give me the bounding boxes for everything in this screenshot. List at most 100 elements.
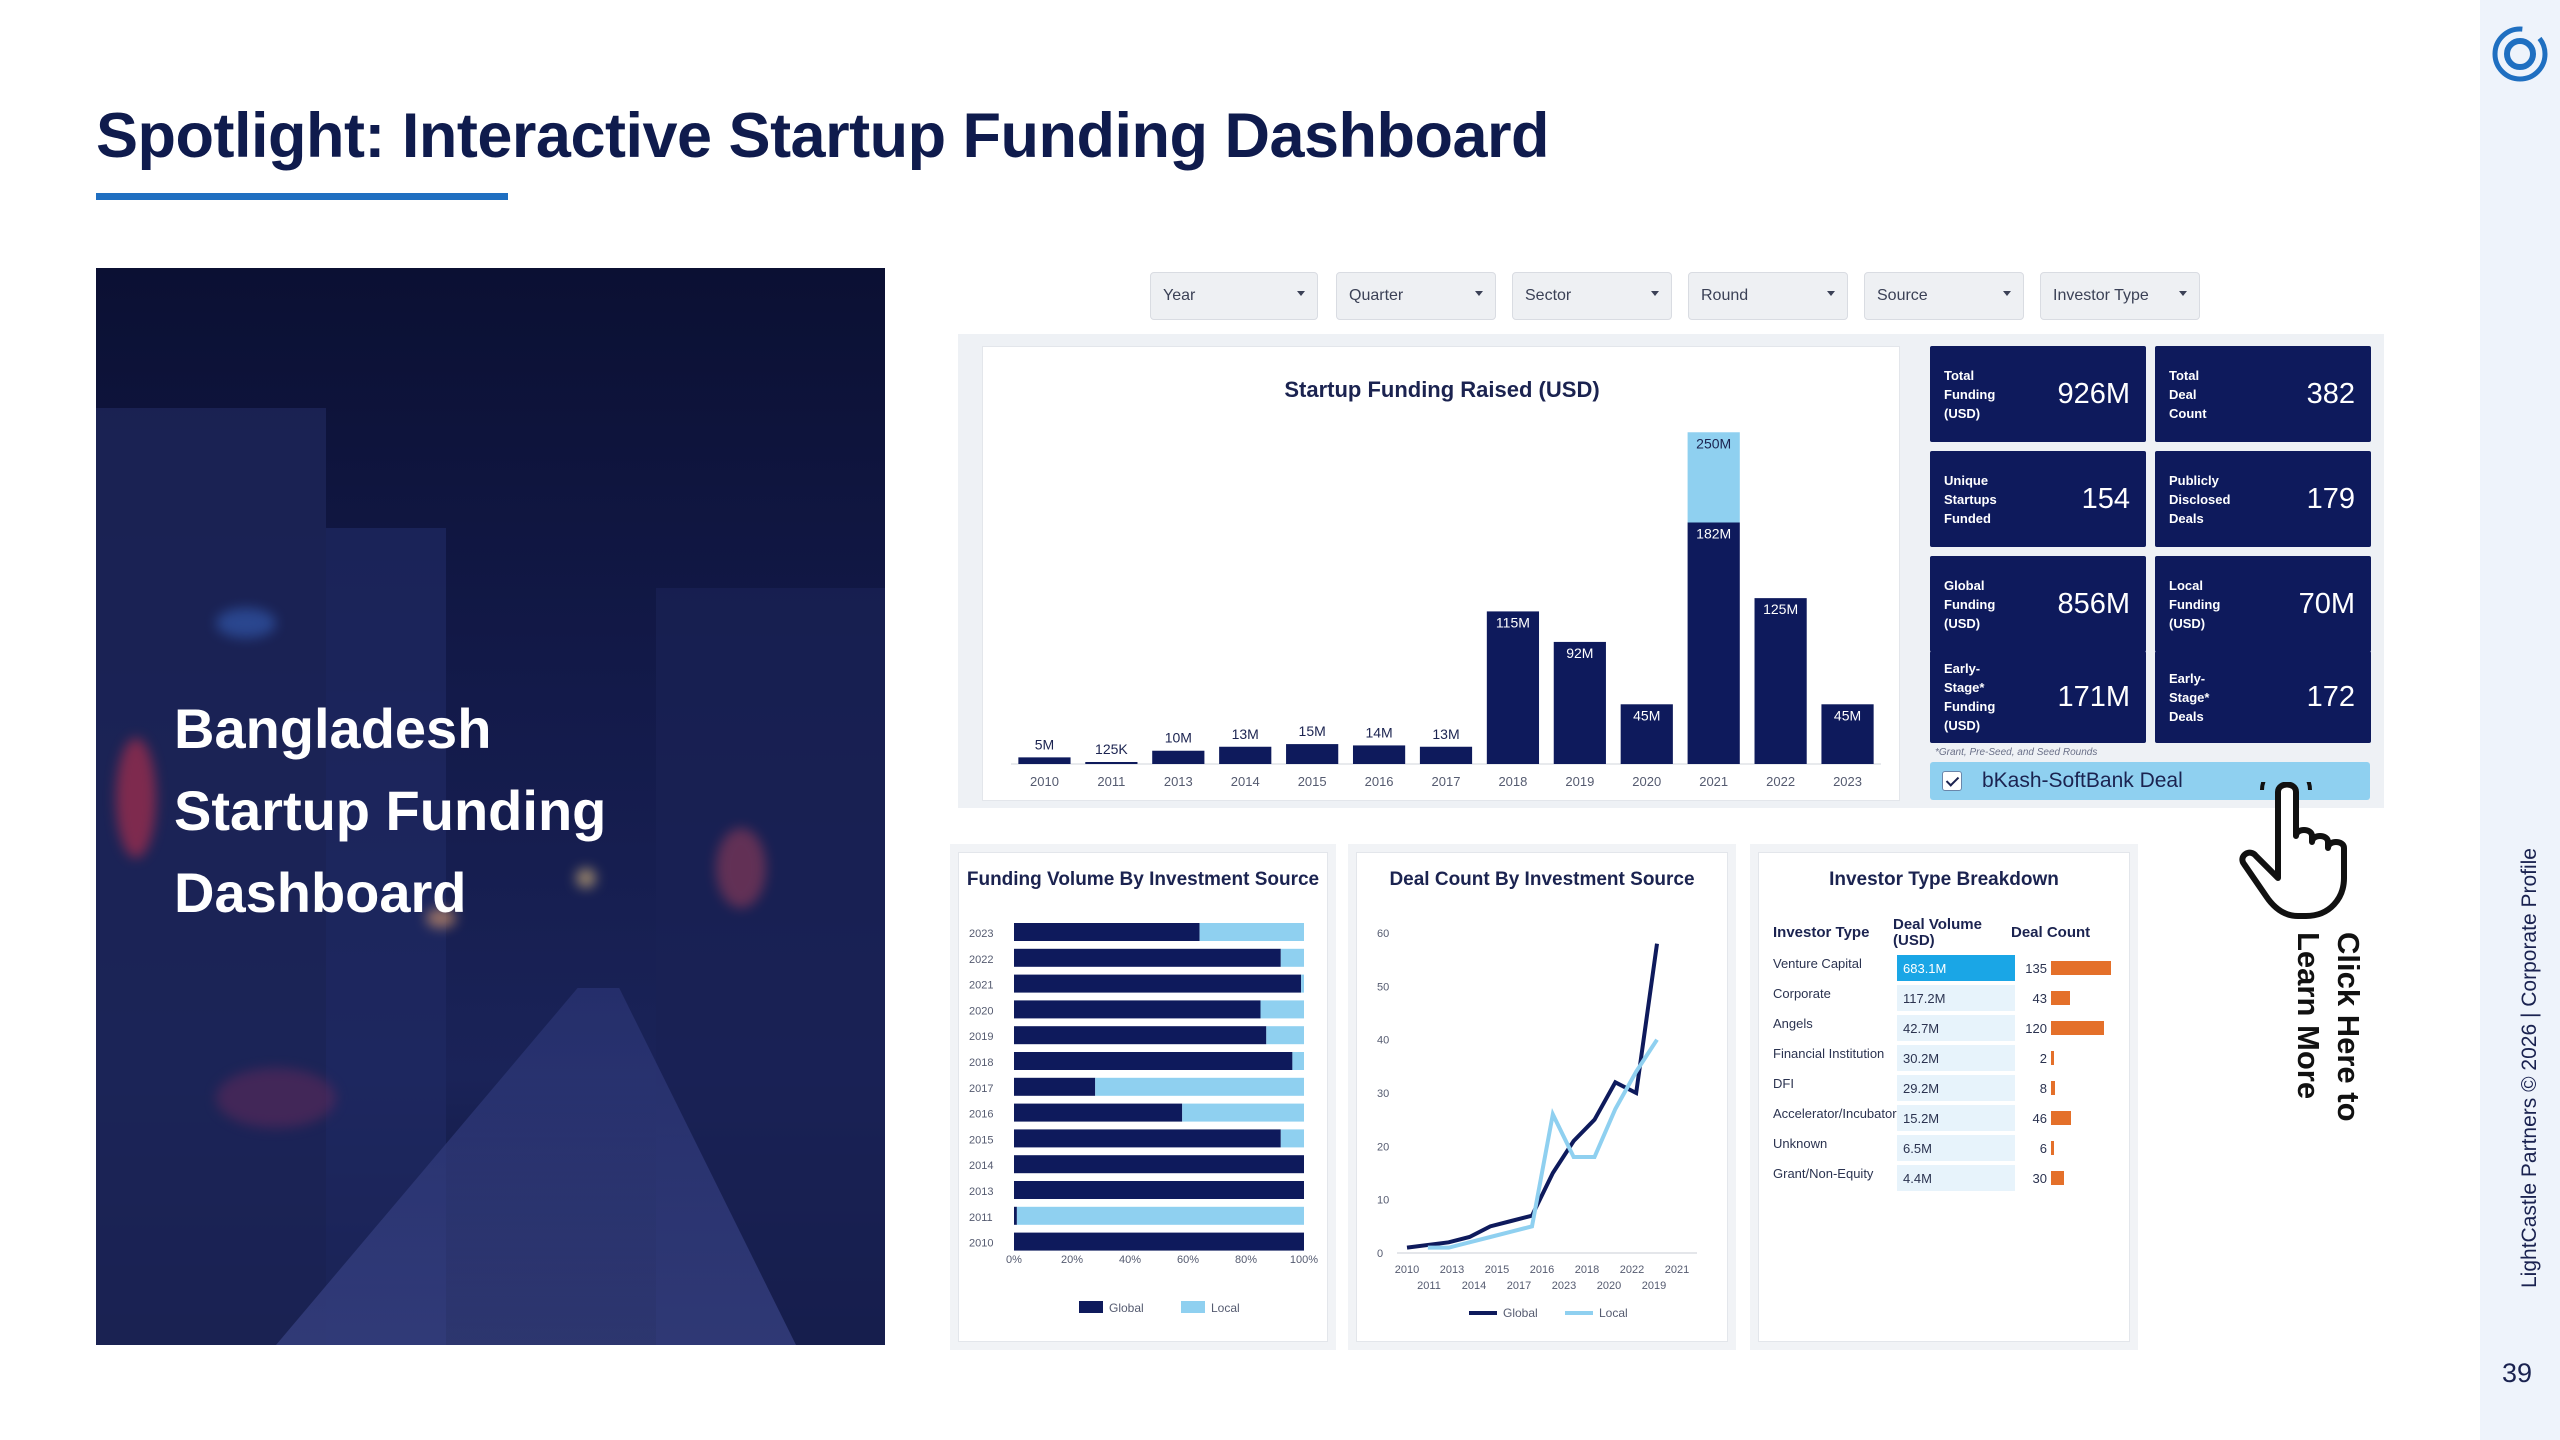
column-header[interactable]: Investor Type bbox=[1773, 924, 1870, 941]
x-tick-label: 2019 bbox=[1565, 774, 1594, 789]
count-bar bbox=[2051, 1081, 2055, 1095]
investor-type-card: Investor Type Breakdown Investor Type De… bbox=[1758, 852, 2130, 1342]
bar-local bbox=[1266, 1026, 1304, 1045]
stack-total-label: 250M bbox=[1696, 435, 1731, 451]
bar-global bbox=[1014, 923, 1200, 941]
table-row[interactable]: Venture Capital 683.1M 135 bbox=[1773, 955, 2113, 985]
table-row[interactable]: Corporate 117.2M 43 bbox=[1773, 985, 2113, 1015]
bar-global bbox=[1014, 1181, 1304, 1199]
table-row[interactable]: Unknown 6.5M 6 bbox=[1773, 1135, 2113, 1165]
x-tick-label: 2016 bbox=[1530, 1264, 1554, 1276]
kpi-tile: Total Deal Count 382 bbox=[2155, 346, 2371, 442]
chart-title: Startup Funding Raised (USD) bbox=[1284, 377, 1600, 402]
bar-local bbox=[1095, 1077, 1304, 1096]
funding-bar-chart: 5M 2010 125K 2011 10M 2013 13M 2014 15M 2015 14M 20… bbox=[1011, 432, 1881, 789]
bar-local bbox=[1280, 948, 1304, 967]
filter-round[interactable]: Round bbox=[1688, 272, 1848, 320]
table-row[interactable]: Grant/Non-Equity 4.4M 30 bbox=[1773, 1165, 2113, 1195]
x-tick-label: 2013 bbox=[1164, 774, 1193, 789]
table-row[interactable]: DFI 29.2M 8 bbox=[1773, 1075, 2113, 1105]
kpi-value: 172 bbox=[2306, 680, 2355, 713]
count-bar bbox=[2051, 961, 2111, 975]
data-label: 13M bbox=[1232, 726, 1259, 742]
y-tick-label: 2018 bbox=[969, 1057, 993, 1069]
filter-label: Sector bbox=[1525, 287, 1572, 304]
x-tick-label: 2018 bbox=[1575, 1264, 1599, 1276]
count-value: 8 bbox=[2039, 1081, 2047, 1096]
checkbox-checked-icon[interactable] bbox=[1942, 771, 1962, 791]
bar bbox=[1821, 704, 1874, 764]
series-line bbox=[1406, 943, 1659, 1250]
legend-label: Local bbox=[1599, 1306, 1628, 1320]
x-tick-label: 80% bbox=[1235, 1254, 1257, 1266]
learn-more-link[interactable]: Click Here to Learn More bbox=[2291, 932, 2366, 1122]
bar-local bbox=[1016, 1206, 1304, 1225]
volume-value: 15.2M bbox=[1903, 1111, 1940, 1126]
x-tick-label: 2020 bbox=[1632, 774, 1661, 789]
x-tick-label: 2017 bbox=[1432, 774, 1461, 789]
kpi-footnote: *Grant, Pre-Seed, and Seed Rounds bbox=[1935, 747, 2098, 758]
investor-type-cell: Unknown bbox=[1773, 1136, 1828, 1151]
table-row[interactable]: Angels 42.7M 120 bbox=[1773, 1015, 2113, 1045]
x-tick-label: 2011 bbox=[1097, 774, 1125, 789]
hero-image: Bangladesh Startup Funding Dashboard bbox=[96, 268, 885, 1345]
company-logo-icon bbox=[2492, 26, 2548, 82]
x-tick-label: 2010 bbox=[1395, 1264, 1419, 1276]
filter-year[interactable]: Year bbox=[1150, 272, 1318, 320]
bar-global bbox=[1014, 1103, 1183, 1122]
y-tick-label: 2023 bbox=[969, 928, 993, 940]
card-title: Investor Type Breakdown bbox=[1829, 869, 2059, 890]
column-header[interactable]: Deal Volume (USD) bbox=[1893, 916, 1982, 949]
toggle-label: bKash-SoftBank Deal bbox=[1982, 769, 2183, 792]
bar-local bbox=[1260, 1000, 1304, 1019]
x-tick-label: 20% bbox=[1061, 1254, 1083, 1266]
x-tick-label: 2015 bbox=[1298, 774, 1327, 789]
kpi-label: Early- Stage* Deals bbox=[2169, 670, 2210, 724]
bar bbox=[1219, 746, 1272, 764]
x-tick-label: 2023 bbox=[1552, 1280, 1576, 1292]
volume-cell: 6.5M bbox=[1897, 1135, 2015, 1161]
x-tick-label: 2022 bbox=[1620, 1264, 1644, 1276]
table-row[interactable]: Financial Institution 30.2M 2 bbox=[1773, 1045, 2113, 1075]
filter-investor-type[interactable]: Investor Type bbox=[2040, 272, 2200, 320]
y-tick-label: 50 bbox=[1377, 981, 1389, 993]
filter-source[interactable]: Source bbox=[1864, 272, 2024, 320]
count-bar bbox=[2051, 991, 2070, 1005]
volume-value: 29.2M bbox=[1903, 1081, 1940, 1096]
deal-count-chart: 0 10 20 30 40 50 60 2010 2013 2015 2016 2018 2022 202… bbox=[1377, 928, 1697, 1320]
table-row[interactable]: Accelerator/Incubator 15.2M 46 bbox=[1773, 1105, 2113, 1135]
chevron-down-icon bbox=[1475, 291, 1483, 296]
y-tick-label: 2013 bbox=[969, 1186, 993, 1198]
bar-global bbox=[1014, 1052, 1293, 1070]
filter-label: Quarter bbox=[1349, 287, 1404, 304]
bar-global bbox=[1014, 1129, 1281, 1148]
pointing-hand-icon[interactable] bbox=[2232, 782, 2352, 922]
y-tick-label: 2019 bbox=[969, 1031, 993, 1043]
filter-quarter[interactable]: Quarter bbox=[1336, 272, 1496, 320]
volume-value: 30.2M bbox=[1903, 1051, 1940, 1066]
column-header[interactable]: Deal Count bbox=[2011, 924, 2091, 941]
data-label: 45M bbox=[1633, 707, 1660, 723]
bar bbox=[1419, 746, 1473, 764]
legend-label: Global bbox=[1109, 1301, 1144, 1315]
volume-cell: 30.2M bbox=[1897, 1045, 2015, 1071]
filter-label: Investor Type bbox=[2053, 287, 2149, 304]
y-tick-label: 2011 bbox=[969, 1212, 993, 1224]
kpi-tile: Global Funding (USD) 856M bbox=[1930, 556, 2146, 652]
bar-global bbox=[1014, 1206, 1017, 1225]
filter-label: Source bbox=[1877, 287, 1928, 304]
filter-sector[interactable]: Sector bbox=[1512, 272, 1672, 320]
volume-cell: 683.1M bbox=[1897, 955, 2015, 981]
bar-global bbox=[1014, 1000, 1261, 1019]
card-title: Funding Volume By Investment Source bbox=[966, 869, 1320, 890]
deal-count-card: Deal Count By Investment Source 0 10 20 30 4… bbox=[1356, 852, 1728, 1342]
y-tick-label: 2017 bbox=[969, 1083, 993, 1095]
bar-global bbox=[1014, 948, 1281, 967]
volume-value: 42.7M bbox=[1903, 1021, 1940, 1036]
bar-global bbox=[1014, 1026, 1267, 1045]
count-bar bbox=[2051, 1051, 2054, 1065]
x-tick-label: 2023 bbox=[1833, 774, 1862, 789]
legend-swatch-local bbox=[1181, 1301, 1205, 1313]
investor-type-cell: Corporate bbox=[1773, 986, 1831, 1001]
x-tick-label: 2021 bbox=[1665, 1264, 1689, 1276]
